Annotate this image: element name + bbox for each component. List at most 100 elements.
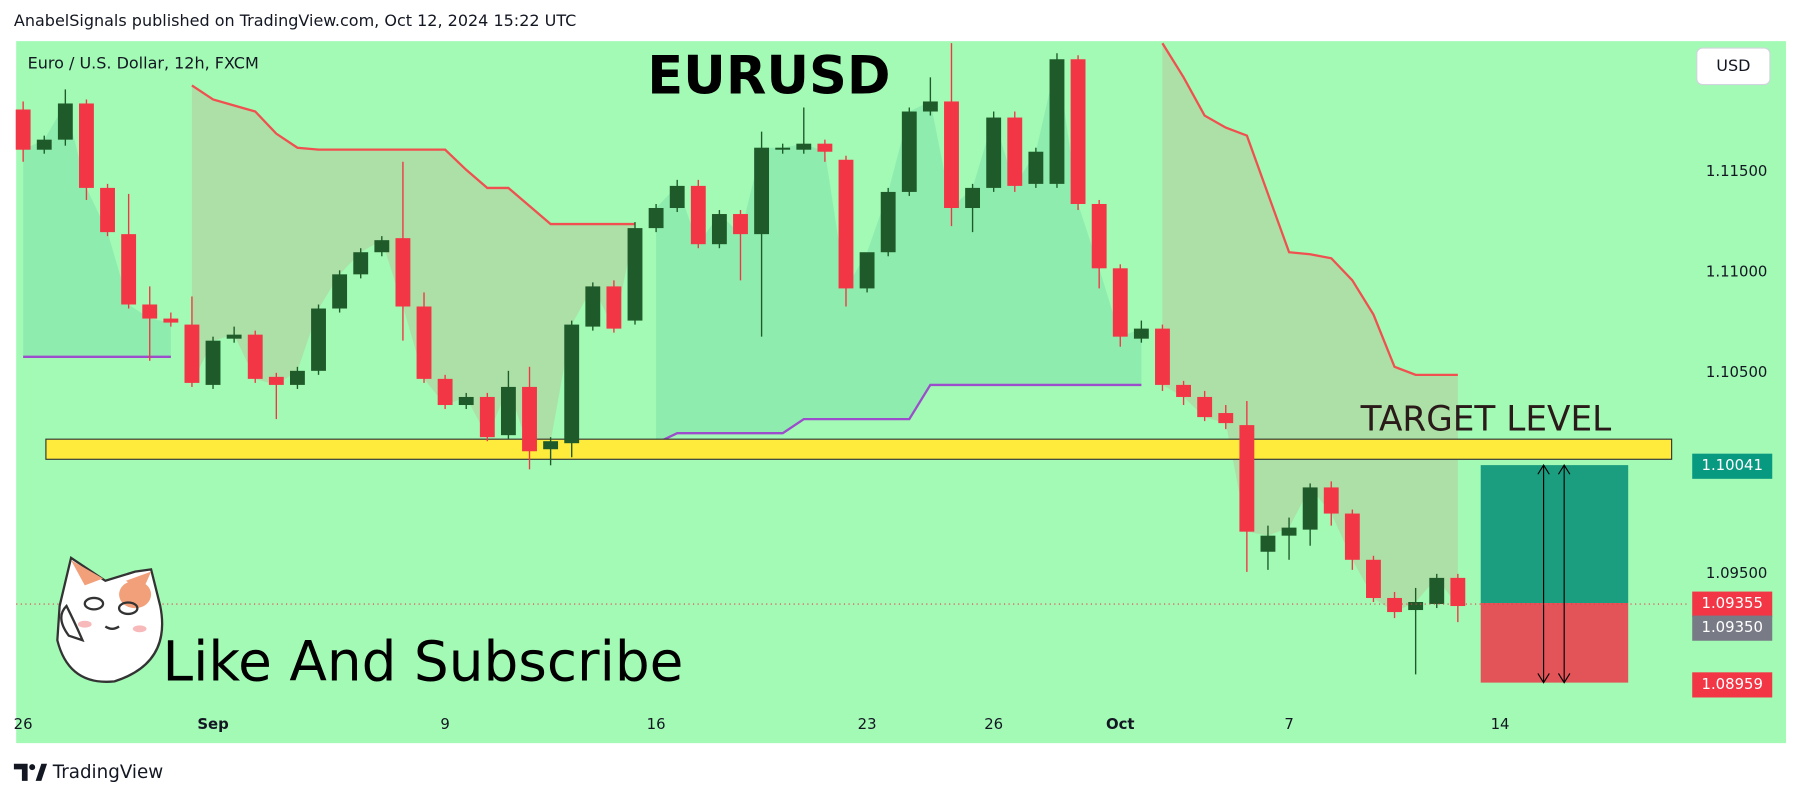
candle-body xyxy=(479,396,495,438)
candle-body xyxy=(226,334,242,339)
candle-body xyxy=(775,147,791,150)
currency-label[interactable]: USD xyxy=(1716,56,1750,75)
candle-body xyxy=(1302,487,1318,530)
candle-body xyxy=(395,238,411,307)
candle-body xyxy=(1197,396,1213,418)
arrow-head xyxy=(1537,464,1550,475)
plot: 1.09500 1.10500 1.11000 1.11500 26 Sep 9 16 23 26… xyxy=(14,42,1773,733)
candle-body xyxy=(311,308,326,371)
price-tag-label: 1.09355 xyxy=(1702,594,1763,612)
currency-button[interactable] xyxy=(1696,47,1771,86)
band-fills xyxy=(23,43,1458,613)
x-tick-label: 23 xyxy=(858,715,877,733)
candle-body xyxy=(838,159,854,289)
candle-body xyxy=(522,386,537,452)
x-tick-label: 26 xyxy=(14,715,33,733)
x-tick-label: 7 xyxy=(1284,715,1293,733)
candle-body xyxy=(733,214,748,235)
candle-body xyxy=(247,334,263,379)
candle-body xyxy=(606,286,622,329)
candle-body xyxy=(57,103,73,140)
candle-body xyxy=(1366,559,1381,598)
band-fill xyxy=(191,85,636,452)
x-tick-label: 9 xyxy=(440,715,449,733)
candle-body xyxy=(944,101,959,209)
candle-body xyxy=(1450,577,1466,607)
candle-body xyxy=(1408,602,1424,611)
candle-body xyxy=(289,370,305,385)
publish-header: AnabelSignals published on TradingView.c… xyxy=(14,11,576,30)
y-tick-label: 1.11500 xyxy=(1706,162,1767,180)
x-tick-label: Sep xyxy=(197,715,228,733)
upper-band-line xyxy=(191,84,636,226)
candle-body xyxy=(163,318,179,323)
candle-body xyxy=(15,109,31,150)
candle-body xyxy=(1070,59,1086,204)
x-tick-label: 26 xyxy=(984,715,1003,733)
candle-body xyxy=(100,187,115,233)
symbol-info: Euro / U.S. Dollar, 12h, FXCM xyxy=(28,54,259,73)
candle-body xyxy=(627,228,643,321)
band-fill xyxy=(23,103,171,357)
candle-body xyxy=(1091,203,1107,269)
candle-body xyxy=(796,143,812,150)
candle-body xyxy=(965,187,981,209)
price-tag xyxy=(1692,672,1773,698)
candle-body xyxy=(690,185,706,245)
candle-body xyxy=(1176,384,1191,397)
candle-body xyxy=(1007,117,1023,186)
price-tag-label: 1.09350 xyxy=(1702,618,1763,636)
candle-body xyxy=(353,252,369,275)
band-fill xyxy=(1162,43,1458,613)
candle-body xyxy=(986,117,1002,188)
chart-title: EURUSD xyxy=(647,46,890,107)
position-loss xyxy=(1480,603,1629,683)
candle-body xyxy=(79,103,94,188)
band-fill xyxy=(656,59,1142,444)
candle-body xyxy=(205,340,221,385)
candle-body xyxy=(1049,59,1065,184)
candle-body xyxy=(458,396,474,406)
candle-body xyxy=(437,378,453,406)
candle-body xyxy=(1239,425,1255,532)
candle-body xyxy=(585,286,601,327)
candle-body xyxy=(142,304,158,319)
lower-band-line xyxy=(655,383,1142,445)
candle-body xyxy=(901,111,917,192)
candle-body xyxy=(859,252,875,289)
candle-body xyxy=(1112,268,1128,337)
candle-body xyxy=(1387,597,1402,613)
candle-body xyxy=(416,306,432,379)
x-tick-label: 16 xyxy=(647,715,666,733)
candle-body xyxy=(1260,535,1276,552)
arrow-head xyxy=(1557,464,1571,475)
candle-body xyxy=(1133,328,1149,339)
footer-brand: TradingView xyxy=(52,762,164,783)
candle-body xyxy=(1344,513,1360,560)
candle-body xyxy=(1155,328,1170,385)
candle-body xyxy=(669,185,685,209)
candle-body xyxy=(121,234,137,305)
y-tick-label: 1.09500 xyxy=(1706,564,1767,582)
candle-body xyxy=(268,376,284,385)
candle-body xyxy=(1281,527,1297,536)
cat-sticker xyxy=(56,556,164,683)
x-tick-label: 14 xyxy=(1491,715,1510,733)
candle-body xyxy=(1429,577,1445,605)
price-tag-label: 1.08959 xyxy=(1702,675,1763,693)
price-tag xyxy=(1692,591,1773,617)
price-tag xyxy=(1692,453,1773,479)
candle-body xyxy=(374,240,390,253)
tradingview-logo xyxy=(13,763,48,781)
candle-body xyxy=(711,214,727,245)
candle-body xyxy=(754,147,770,235)
price-tag-label: 1.10041 xyxy=(1702,456,1763,474)
target-zone xyxy=(45,438,1673,460)
candle-body xyxy=(543,441,559,450)
candle-body xyxy=(332,274,348,309)
position-profit xyxy=(1480,465,1629,604)
candle-body xyxy=(500,386,516,436)
caption: Like And Subscribe xyxy=(163,630,684,694)
